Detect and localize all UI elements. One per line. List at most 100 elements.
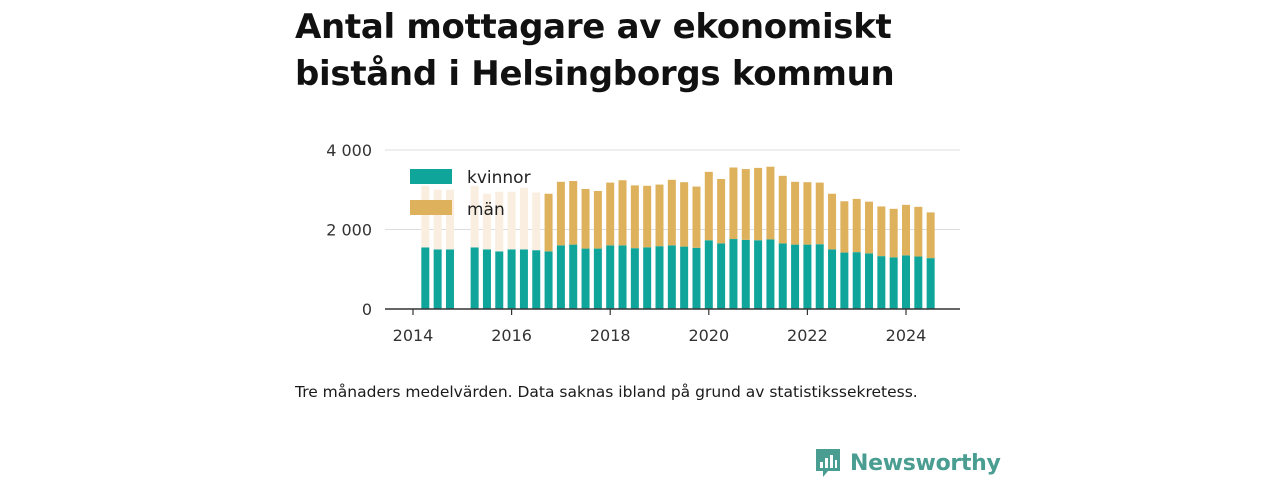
bar-kvinnor [643,247,652,309]
bar-man [791,181,800,245]
bar-kvinnor [692,247,701,309]
bar-man [889,208,898,258]
bar-man [803,182,812,245]
bar-kvinnor [766,239,775,309]
bar-kvinnor [815,244,824,309]
bars [421,166,935,309]
bar-kvinnor [556,245,565,309]
x-tick-label: 2024 [886,326,927,345]
bar-man [914,206,923,257]
chart-title: Antal mottagare av ekonomiskt bistånd i … [295,7,895,94]
bar-kvinnor [581,248,590,309]
bar-man [926,212,935,259]
bar-man [470,185,479,248]
x-tick-label: 2018 [590,326,631,345]
brand-name: Newsworthy [850,450,1001,476]
bar-man [754,167,763,241]
bar-kvinnor [889,257,898,309]
bar-man [445,189,454,250]
bar-kvinnor [630,248,639,309]
y-tick-label: 4 000 [326,141,372,160]
bar-kvinnor [482,249,491,309]
bar-kvinnor [421,247,430,309]
bar-kvinnor [593,248,602,309]
legend: kvinnor män [410,168,531,220]
bar-man [667,179,676,246]
bar-kvinnor [902,255,910,309]
bar-kvinnor [852,252,861,309]
bar-kvinnor [877,256,886,309]
bar-kvinnor [803,244,812,309]
bar-kvinnor [519,249,528,309]
bar-man [606,182,615,246]
bar-kvinnor [507,249,516,309]
bar-man [865,201,874,254]
bar-kvinnor [791,244,800,309]
newsworthy-logo-icon [816,449,840,477]
bar-man [692,186,701,248]
bar-man [655,184,664,247]
bar-kvinnor [655,246,664,309]
bar-kvinnor [495,251,504,309]
bar-man [544,193,553,252]
chart-note: Tre månaders medelvärden. Data saknas ib… [295,383,918,401]
bar-man [902,204,910,256]
bar-kvinnor [840,252,849,309]
bar-kvinnor [544,251,553,309]
bar-kvinnor [828,249,837,309]
bar-man [630,185,639,249]
bar-man [569,181,578,245]
bar-kvinnor [470,247,479,309]
bar-kvinnor [717,243,726,309]
bar-kvinnor [433,249,442,309]
legend-swatch-man [410,200,452,215]
bar-man [495,191,504,252]
bar-man [741,169,750,240]
x-tick-label: 2014 [393,326,434,345]
bar-kvinnor [865,253,874,309]
bar-man [532,192,541,251]
bar-man [778,175,787,244]
bar-kvinnor [926,258,935,309]
bar-kvinnor [778,243,787,309]
bar-kvinnor [680,246,689,309]
bar-man [421,185,430,248]
bar-man [877,206,886,257]
bar-kvinnor [618,245,627,309]
axes: 0 2 000 4 000 2014 2016 2018 2020 2022 2024 [326,141,960,345]
bar-man [581,188,590,249]
bar-kvinnor [704,240,713,309]
legend-swatch-kvinnor [410,169,452,184]
bar-kvinnor [754,240,763,309]
bar-man [433,189,442,250]
bar-man [840,201,849,253]
bar-kvinnor [532,250,541,309]
bar-kvinnor [741,239,750,309]
brand-logo: Newsworthy [814,447,1001,479]
bar-man [556,181,565,246]
bar-kvinnor [606,245,615,309]
bar-kvinnor [914,256,923,309]
bar-man [618,180,627,246]
bar-man [852,198,861,253]
bar-man [729,167,738,240]
x-tick-label: 2022 [787,326,828,345]
bar-chart: 0 2 000 4 000 2014 2016 2018 2020 2022 2024 kvin… [326,141,960,345]
bar-man [717,179,726,244]
bar-man [680,182,689,247]
x-tick-label: 2020 [688,326,729,345]
bar-man [643,185,652,248]
bar-kvinnor [667,245,676,309]
bar-man [815,182,824,245]
bar-man [507,191,516,250]
bar-man [766,166,775,240]
y-tick-label: 0 [362,300,372,319]
bar-man [593,190,602,249]
legend-label-kvinnor: kvinnor [467,168,531,188]
x-tick-label: 2016 [491,326,532,345]
bar-man [704,171,713,241]
y-tick-label: 2 000 [326,221,372,240]
bar-man [519,187,528,250]
bar-man [828,193,837,250]
bar-kvinnor [569,244,578,309]
